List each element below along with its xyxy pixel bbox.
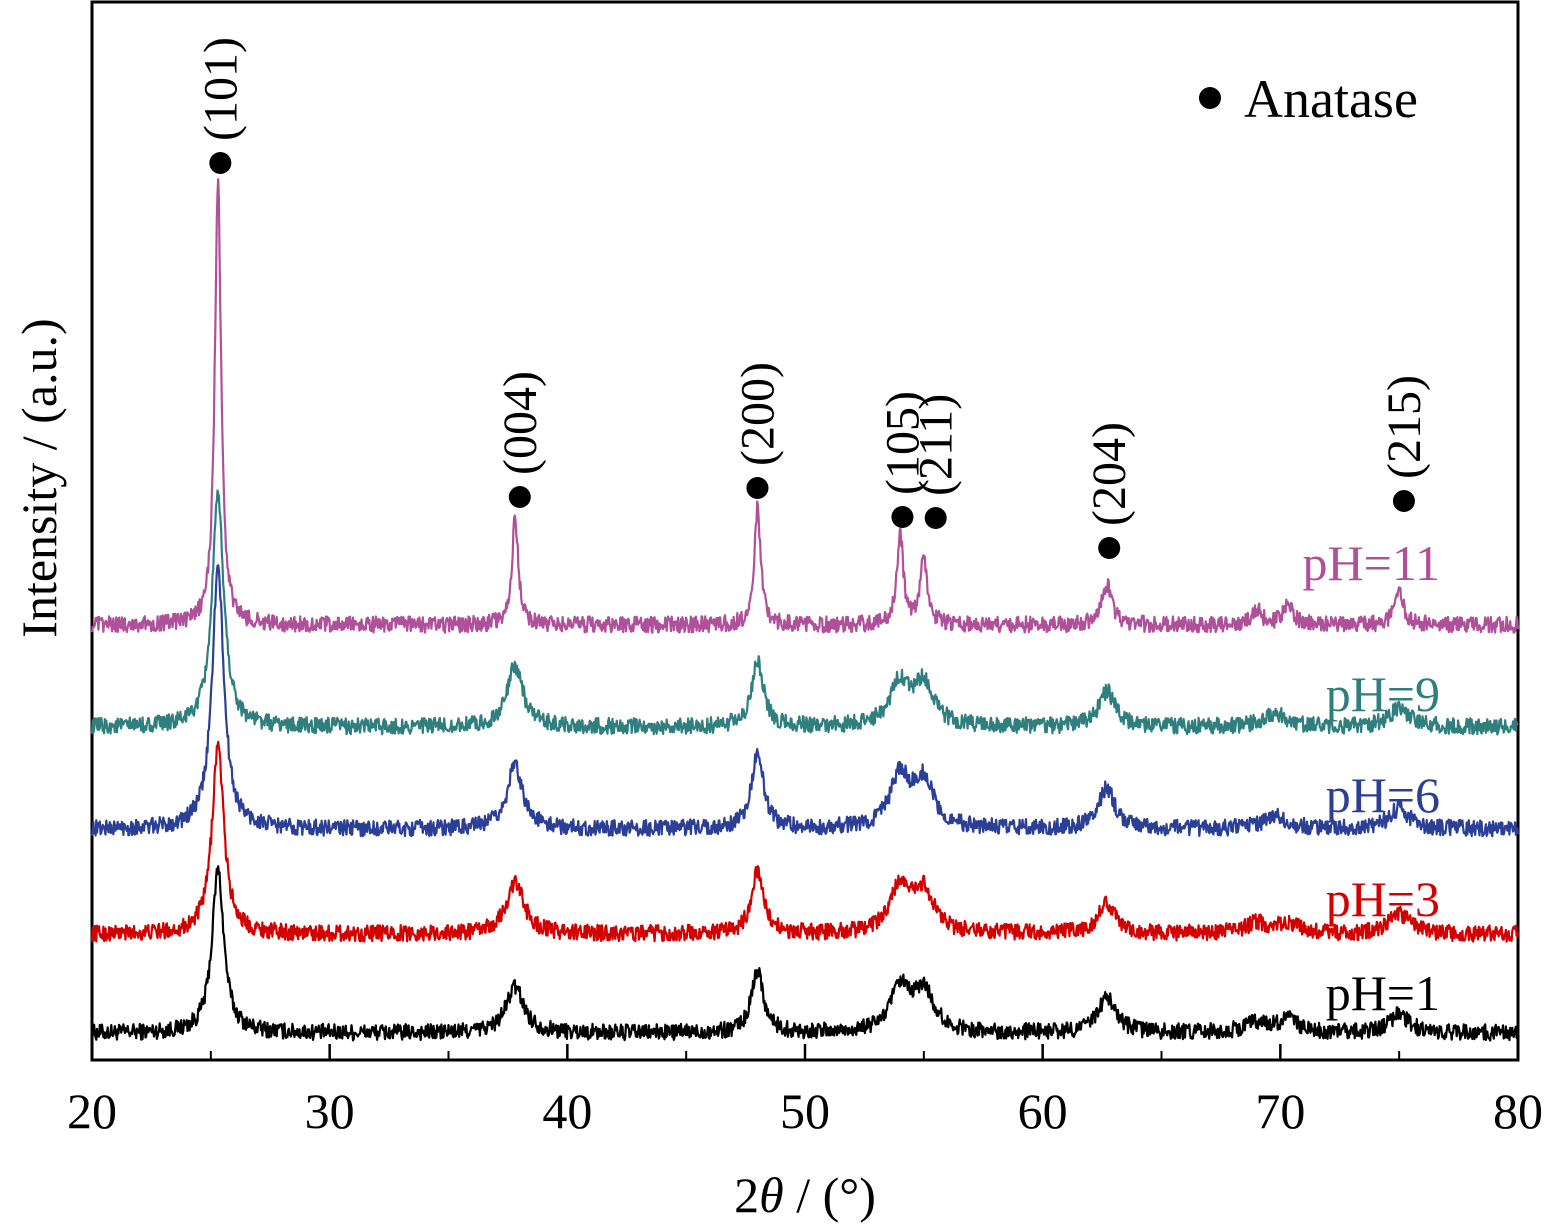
hkl-label: (101) xyxy=(194,37,247,141)
reflection-dot xyxy=(746,477,769,499)
x-tick-label: 40 xyxy=(542,1083,592,1139)
plot-frame xyxy=(90,0,1520,1062)
series-label-pH=11: pH=11 xyxy=(1303,535,1440,591)
x-tick-label: 80 xyxy=(1493,1083,1543,1139)
legend-label: Anatase xyxy=(1244,69,1418,129)
hkl-label: (004) xyxy=(494,371,547,475)
reflection-dot xyxy=(924,507,947,529)
x-tick-label: 60 xyxy=(1018,1083,1068,1139)
series-label-pH=9: pH=9 xyxy=(1326,666,1440,722)
reflection-dot xyxy=(508,486,531,508)
legend: Anatase xyxy=(1199,69,1418,129)
hkl-label: (215) xyxy=(1378,375,1431,479)
series-line-pH=6 xyxy=(90,564,1520,838)
y-axis-label: Intensity / (a.u.) xyxy=(11,318,67,637)
x-tick-label: 50 xyxy=(780,1083,830,1139)
hkl-label: (200) xyxy=(731,362,784,466)
x-tick-label: 30 xyxy=(305,1083,355,1139)
legend-marker xyxy=(1199,87,1221,109)
series-line-pH=11 xyxy=(90,178,1520,634)
x-axis-ticks xyxy=(209,1044,1401,1060)
series-line-pH=9 xyxy=(90,489,1519,736)
x-tick-label: 20 xyxy=(67,1083,117,1139)
series-label-pH=1: pH=1 xyxy=(1326,965,1440,1021)
series-label-pH=3: pH=3 xyxy=(1326,871,1440,927)
hkl-label: (105) xyxy=(876,391,929,495)
series-line-pH=1 xyxy=(90,865,1519,1042)
hkl-label: (204) xyxy=(1083,422,1136,526)
reflection-dot xyxy=(1392,490,1415,512)
reflection-markers: (101) (004) (200) (105)(211) (204) (215) xyxy=(194,37,1431,559)
hkl-label: (211) xyxy=(910,394,963,496)
series-label-pH=6: pH=6 xyxy=(1326,767,1440,823)
series-layer xyxy=(90,178,1520,1042)
x-tick-label: 70 xyxy=(1255,1083,1305,1139)
x-axis-label: 2θ / (°) xyxy=(734,1167,876,1223)
reflection-dot xyxy=(1098,537,1121,559)
reflection-dot xyxy=(891,506,914,528)
x-axis-tick-labels: 20 30 40 50 60 70 80 xyxy=(67,1083,1543,1139)
series-line-pH=3 xyxy=(90,740,1520,943)
reflection-dot xyxy=(209,152,232,174)
series-labels: pH=1 pH=3 pH=6 pH=9 pH=11 xyxy=(1303,535,1440,1021)
